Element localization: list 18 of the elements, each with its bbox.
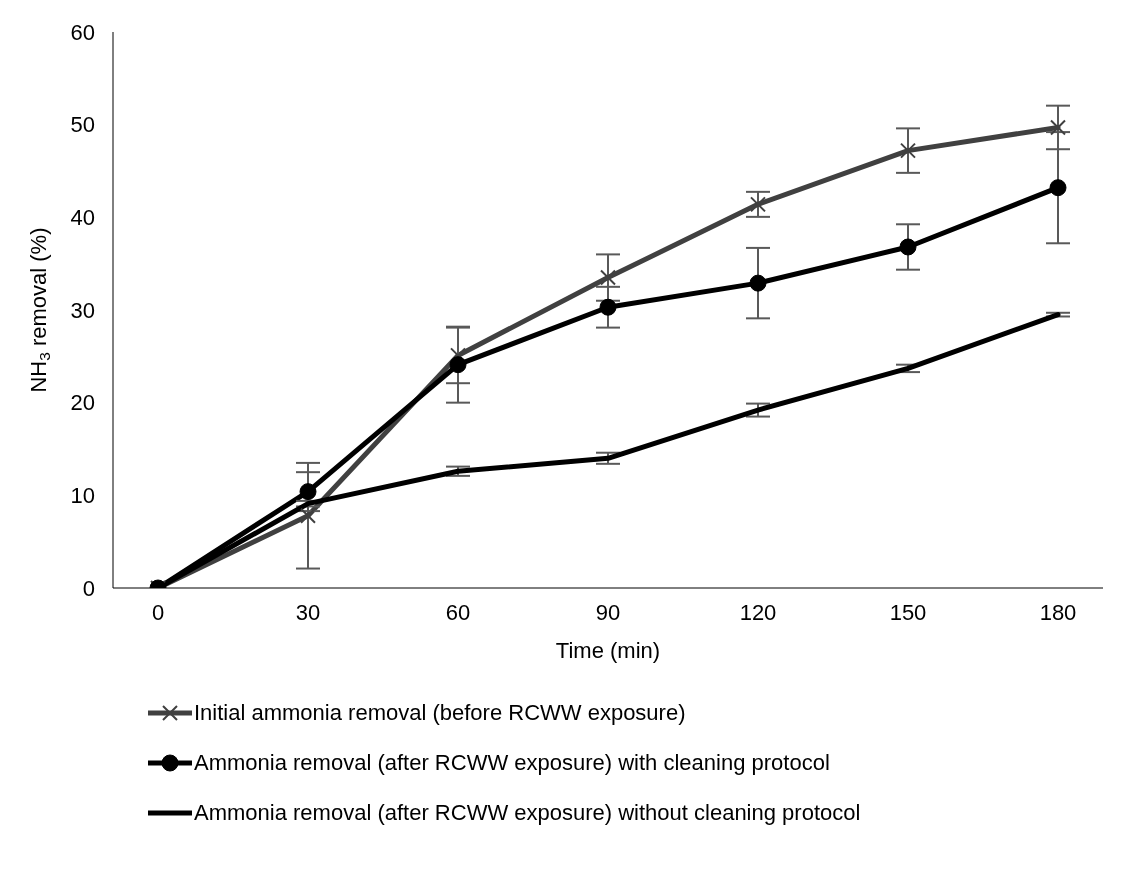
y-tick-label: 60 [70, 19, 95, 45]
x-tick-label: 150 [889, 599, 927, 625]
x-tick-label: 60 [445, 599, 471, 625]
y-tick-label: 10 [70, 483, 95, 509]
x-tick-label: 30 [295, 599, 321, 625]
legend-label: Ammonia removal (after RCWW exposure) without cleaning protocol [194, 800, 861, 826]
y-tick-label: 20 [70, 390, 95, 416]
legend-label: Ammonia removal (after RCWW exposure) with cleaning protocol [194, 750, 830, 776]
x-tick-label: 0 [151, 599, 165, 625]
x-tick-label: 90 [595, 599, 621, 625]
y-tick-label: 0 [82, 575, 95, 601]
x-tick-label: 120 [739, 599, 777, 625]
x-tick-label: 180 [1039, 599, 1077, 625]
y-tick-label: 50 [70, 112, 95, 138]
y-tick-label: 40 [70, 205, 95, 231]
y-tick-label: 30 [70, 297, 95, 323]
x-axis-title: Time (min) [555, 638, 661, 663]
legend-label: Initial ammonia removal (before RCWW exposure) [194, 700, 686, 726]
